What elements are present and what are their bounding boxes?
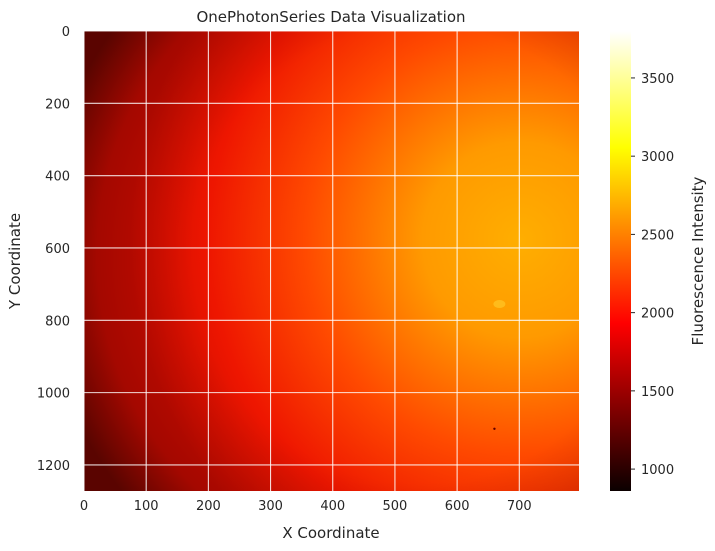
colorbar-label: Fluorescence Intensity — [689, 176, 707, 345]
colorbar-tick-label: 2000 — [641, 307, 674, 322]
y-axis: 0 200 400 600 800 1000 1200 — [37, 25, 70, 474]
y-tick-label: 600 — [45, 242, 70, 257]
y-tick-label: 1000 — [37, 387, 70, 402]
colorbar — [610, 31, 631, 491]
x-axis: 0 100 200 300 400 500 600 700 — [80, 499, 532, 514]
plot-area — [84, 31, 579, 491]
hot-spot — [493, 300, 506, 309]
x-tick-label: 300 — [258, 499, 283, 514]
y-axis-label: Y Coordinate — [6, 213, 24, 310]
dark-spot — [493, 427, 496, 430]
x-axis-label: X Coordinate — [282, 524, 379, 542]
y-tick-label: 400 — [45, 170, 70, 185]
y-tick-label: 1200 — [37, 459, 70, 474]
heatmap-vignette — [84, 31, 579, 491]
colorbar-tick-label: 2500 — [641, 228, 674, 243]
x-tick-label: 600 — [445, 499, 470, 514]
chart-title: OnePhotonSeries Data Visualization — [196, 8, 465, 26]
y-tick-label: 800 — [45, 314, 70, 329]
colorbar-tick-label: 3000 — [641, 150, 674, 165]
colorbar-tick-label: 1500 — [641, 385, 674, 400]
grid-lines — [84, 31, 579, 491]
x-tick-label: 700 — [507, 499, 532, 514]
x-tick-label: 100 — [134, 499, 159, 514]
x-tick-label: 200 — [196, 499, 221, 514]
colorbar-tick-label: 3500 — [641, 72, 674, 87]
y-tick-label: 200 — [45, 97, 70, 112]
x-tick-label: 400 — [320, 499, 345, 514]
y-tick-label: 0 — [62, 25, 70, 40]
x-tick-label: 0 — [80, 499, 88, 514]
x-tick-label: 500 — [383, 499, 408, 514]
colorbar-ticks: 1000 1500 2000 2500 3000 3500 — [631, 72, 674, 478]
colorbar-tick-label: 1000 — [641, 463, 674, 478]
